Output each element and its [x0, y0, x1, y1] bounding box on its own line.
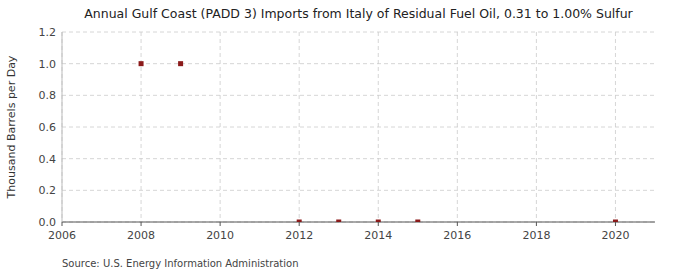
x-tick — [62, 222, 63, 226]
x-grid-line — [378, 32, 379, 222]
x-grid-line — [220, 32, 221, 222]
y-tick-label: 0.4 — [39, 153, 57, 166]
y-grid-line — [62, 190, 655, 191]
x-tick-label: 2008 — [127, 229, 155, 242]
x-tick-label: 2018 — [522, 229, 550, 242]
y-axis-label: Thousand Barrels per Day — [5, 55, 18, 199]
x-tick — [141, 222, 142, 226]
x-grid-line — [299, 32, 300, 222]
point — [178, 61, 183, 66]
x-tick — [615, 222, 616, 226]
y-grid-line — [62, 222, 655, 223]
y-grid-line — [62, 158, 655, 159]
point — [139, 61, 144, 66]
x-grid-line — [536, 32, 537, 222]
y-grid-line — [62, 95, 655, 96]
point — [376, 220, 381, 223]
point — [297, 220, 302, 223]
point — [336, 220, 341, 223]
point — [613, 220, 618, 223]
points — [139, 61, 618, 222]
chart-container: Annual Gulf Coast (PADD 3) Imports from … — [0, 0, 675, 275]
x-tick — [220, 222, 221, 226]
y-tick-label: 1.2 — [39, 26, 57, 39]
x-tick-label: 2006 — [48, 229, 76, 242]
grid — [62, 32, 655, 222]
y-grid-line — [62, 32, 655, 33]
y-grid-line — [62, 127, 655, 128]
x-tick-label: 2016 — [443, 229, 471, 242]
y-tick-label: 0.8 — [39, 89, 57, 102]
x-grid-line — [615, 32, 616, 222]
x-tick-label: 2020 — [601, 229, 629, 242]
x-tick-label: 2010 — [206, 229, 234, 242]
x-grid-line — [141, 32, 142, 222]
title: Annual Gulf Coast (PADD 3) Imports from … — [84, 6, 633, 21]
x-grid-line — [457, 32, 458, 222]
x-tick — [378, 222, 379, 226]
source: Source: U.S. Energy Information Administ… — [62, 258, 299, 269]
chart: Annual Gulf Coast (PADD 3) Imports from … — [0, 0, 675, 275]
x-tick — [299, 222, 300, 226]
y-axis-line — [62, 32, 63, 222]
point — [415, 220, 420, 223]
x-grid-line — [62, 32, 63, 222]
y-tick-label: 0.6 — [39, 121, 57, 134]
x-tick-label: 2014 — [364, 229, 392, 242]
y-grid-line — [62, 63, 655, 64]
x-axis-line — [62, 222, 655, 223]
y-tick-label: 0.0 — [39, 216, 57, 229]
y-tick-label: 0.2 — [39, 184, 57, 197]
x-tick — [536, 222, 537, 226]
x-tick — [457, 222, 458, 226]
y-tick-label: 1.0 — [39, 58, 57, 71]
x-tick-label: 2012 — [285, 229, 313, 242]
